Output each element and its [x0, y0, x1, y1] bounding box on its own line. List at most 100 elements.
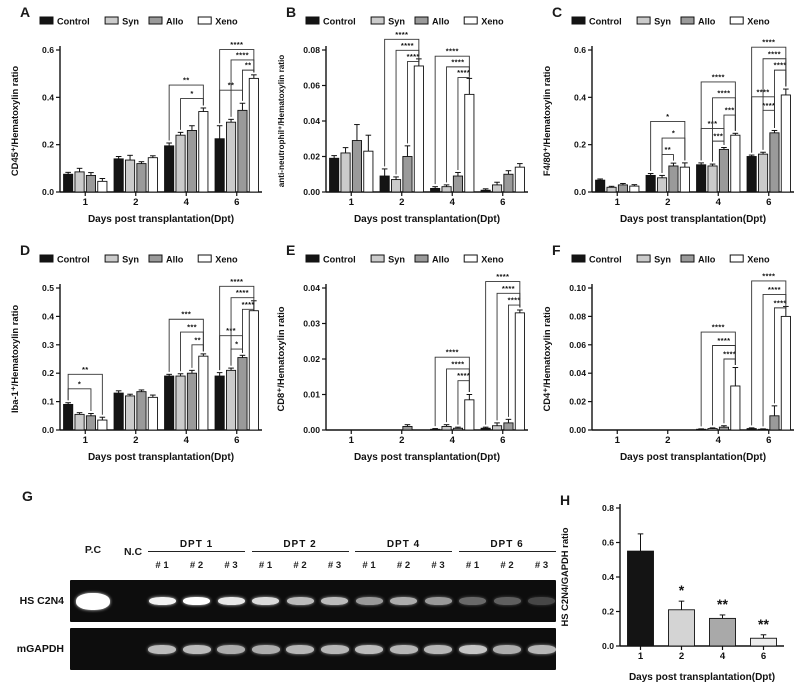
sig-bracket	[242, 298, 255, 353]
sig-stars: *	[235, 340, 238, 349]
sig-stars: ****	[508, 296, 521, 305]
x-tick-label: 2	[399, 435, 404, 446]
x-tick-label: 6	[234, 197, 239, 208]
y-axis-title: CD8⁺/Hematoxylin ratio	[275, 306, 286, 411]
bar	[74, 413, 85, 431]
legend-label-control: Control	[323, 255, 356, 265]
sig-stars: ****	[723, 350, 736, 359]
bar	[452, 427, 464, 431]
x-ticks: 1 2 4 6	[638, 646, 766, 662]
bar	[746, 428, 757, 431]
legend-swatch-allo	[148, 254, 163, 263]
y-tick-label: 0.6	[574, 45, 586, 55]
gel-band-mgapdh	[424, 644, 452, 654]
y-ticks: 0.0 0.2 0.4 0.6 0.8	[602, 503, 620, 651]
chart-D-bar-plot: Control Syn Allo Xeno 0.0 0.1 0.2 0.3 0.4 0.5 1 2 4 6…	[9, 254, 262, 463]
gel-group-header: DPT 1	[148, 539, 245, 552]
panel-letter-F: F	[552, 242, 561, 258]
legend-label-xeno: Xeno	[747, 17, 770, 27]
legend-label-xeno: Xeno	[481, 17, 504, 27]
y-tick-label: 0.0	[602, 641, 614, 651]
chart-F-bar-plot: Control Syn Allo Xeno0.000.020.040.060.080.…	[541, 254, 794, 463]
legend-label-control: Control	[57, 255, 90, 265]
sig-bracket	[168, 84, 204, 141]
bar	[175, 375, 186, 431]
sig-stars: *	[666, 112, 669, 121]
sig-bracket	[751, 46, 787, 153]
bar	[85, 415, 96, 431]
gel-replicate-label: # 3	[327, 560, 342, 571]
sig-bracket	[700, 331, 736, 427]
panel-A: A Control Syn Allo Xeno 0.0 0.2 0.4 0.6 1 2 4 6 Days…	[6, 2, 268, 238]
legend: Control Syn Allo Xeno	[305, 254, 504, 265]
x-ticks: 1 2 4 6	[83, 430, 239, 446]
panel-letter-H: H	[560, 492, 571, 508]
legend-label-syn: Syn	[388, 255, 405, 265]
gel-band-mgapdh	[251, 644, 280, 654]
sig-stars: ****	[496, 272, 509, 281]
bar	[113, 392, 124, 431]
y-ticks: 0.00 0.02 0.04 0.06 0.08	[303, 45, 326, 197]
gel-band-hs-c2n4	[217, 597, 245, 605]
bar	[225, 121, 237, 193]
bar	[627, 550, 654, 647]
y-axis-title: anti-neutrophil⁺/Hematoxylin ratio	[277, 55, 286, 188]
y-axis-title: Iba-1⁺/Hematoxylin ratio	[9, 305, 20, 413]
y-ticks: 0.0 0.2 0.4 0.6	[574, 45, 592, 197]
x-tick-label: 2	[665, 197, 670, 208]
bar	[186, 130, 198, 193]
significance: **** **** **** **** **** ****	[700, 271, 786, 427]
sig-stars: **	[245, 61, 252, 70]
gel-replicate-label: # 3	[431, 560, 445, 571]
bar	[629, 185, 640, 193]
bar	[769, 132, 780, 193]
y-tick-label: 0.00	[303, 187, 320, 197]
bar	[63, 173, 74, 193]
bar	[340, 152, 351, 193]
bar	[441, 425, 452, 431]
significance: ***************************	[67, 277, 255, 415]
y-tick-label: 0.02	[303, 152, 320, 162]
bars	[595, 88, 791, 193]
sig-bracket	[384, 38, 420, 167]
panel-D: D Control Syn Allo Xeno 0.0 0.1 0.2 0.3 0.4 0.5 1 2…	[6, 240, 268, 476]
y-tick-label: 0.5	[42, 283, 54, 293]
gel-row-label-hs-c2n4: HS C2N4	[19, 595, 64, 607]
bar	[514, 166, 525, 193]
y-tick-label: 0.0	[42, 187, 54, 197]
bar	[718, 426, 730, 431]
sig-stars: ****	[717, 88, 730, 97]
y-tick-label: 0.06	[303, 81, 320, 91]
bar	[164, 375, 175, 431]
bar	[491, 184, 503, 193]
x-tick-label: 6	[500, 197, 505, 208]
legend-swatch-allo	[414, 254, 429, 263]
bar	[464, 93, 475, 193]
y-tick-label: 0.02	[303, 354, 320, 364]
sig-bracket	[434, 356, 470, 427]
bar	[769, 415, 780, 431]
sig-stars: ****	[768, 285, 781, 294]
x-tick-label: 1	[615, 435, 621, 446]
panel-C: C Control Syn Allo Xeno 0.0 0.2 0.4 0.6 1 2 4 6 Days…	[538, 2, 800, 238]
sig-stars: ***	[713, 132, 723, 141]
y-tick-label: 0.08	[569, 311, 586, 321]
y-tick-label: 0.2	[42, 368, 54, 378]
bar	[214, 375, 225, 431]
y-ticks: 0.00 0.02 0.04 0.06 0.08 0.10	[569, 283, 592, 435]
bar	[390, 179, 402, 193]
legend: Control Syn Allo Xeno	[39, 254, 238, 265]
sig-bracket	[485, 281, 521, 425]
sig-stars: ****	[762, 271, 775, 280]
bars	[402, 309, 525, 431]
sig-stars: ****	[407, 52, 420, 61]
y-tick-label: 0.00	[569, 425, 586, 435]
y-tick-label: 0.06	[569, 340, 586, 350]
gel-replicate-label: # 2	[500, 560, 514, 571]
bar	[63, 403, 74, 431]
bar	[780, 315, 791, 431]
bar	[503, 422, 514, 431]
sig-bracket	[407, 56, 420, 144]
sig-stars: ****	[774, 61, 787, 70]
